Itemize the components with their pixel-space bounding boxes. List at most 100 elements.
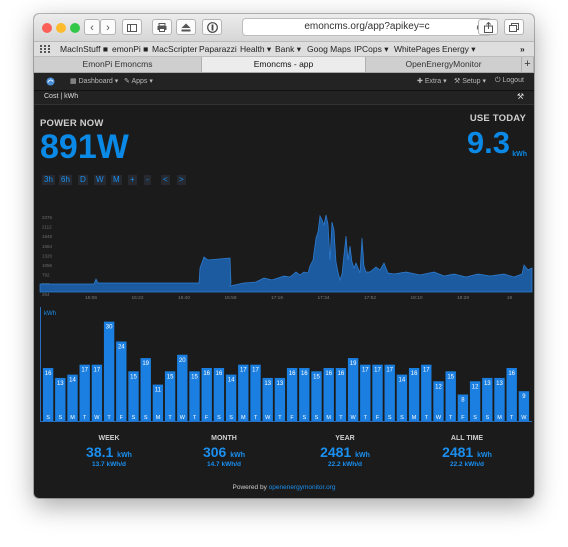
bar-day-label: S <box>217 415 221 421</box>
bookmark-item[interactable]: emonPi ■ <box>112 44 149 54</box>
bar[interactable] <box>518 391 530 421</box>
bar[interactable] <box>482 377 493 421</box>
range-3h-button[interactable]: 3h <box>42 175 55 185</box>
bookmark-item[interactable]: MacScripter <box>152 44 198 54</box>
show-all-bookmarks-icon[interactable] <box>40 43 50 56</box>
bar[interactable] <box>116 341 127 422</box>
footer-link[interactable]: openenergymonitor.org <box>268 484 336 491</box>
power-y-tick: 1848 <box>42 234 53 239</box>
bar[interactable] <box>213 368 225 421</box>
onepassword-button[interactable] <box>202 19 222 35</box>
range-day-button[interactable]: D <box>78 175 88 185</box>
bar[interactable] <box>408 368 420 421</box>
setup-menu[interactable]: ⚒ Setup ▾ <box>454 77 486 85</box>
bar[interactable] <box>457 394 469 422</box>
bar[interactable] <box>506 368 517 421</box>
bar[interactable] <box>274 377 286 421</box>
more-bookmarks-button[interactable]: » <box>520 44 525 54</box>
bar[interactable] <box>323 368 334 421</box>
range-week-button[interactable]: W <box>94 175 106 185</box>
bar-day-label: S <box>46 415 50 421</box>
dashboard-menu[interactable]: ▦ Dashboard ▾ <box>70 77 118 85</box>
logout-link[interactable]: ⏻ Logout <box>495 77 524 85</box>
config-wrench-icon[interactable]: ⚒ <box>516 92 524 101</box>
bar[interactable] <box>79 364 90 421</box>
extra-menu[interactable]: ✚ Extra ▾ <box>417 77 447 85</box>
bookmark-item[interactable]: WhitePages <box>394 44 440 54</box>
bar[interactable] <box>335 368 347 421</box>
bar[interactable] <box>299 368 310 421</box>
zoom-out-button[interactable]: - <box>144 175 151 185</box>
pan-right-button[interactable]: > <box>177 175 186 185</box>
close-window-button[interactable] <box>42 23 52 33</box>
stat-alltime-sub: 22.2 kWh/d <box>450 461 484 468</box>
eject-button[interactable] <box>176 19 196 35</box>
tab-emoncms-app[interactable]: Emoncms - app <box>202 57 366 72</box>
bar[interactable] <box>250 364 261 421</box>
bar[interactable] <box>128 371 139 421</box>
bar[interactable] <box>469 381 481 421</box>
bookmark-item[interactable]: IPCops ▾ <box>354 44 389 54</box>
bar[interactable] <box>201 368 212 421</box>
bar[interactable] <box>347 358 359 421</box>
print-button[interactable] <box>152 19 172 35</box>
minimize-window-button[interactable] <box>56 23 66 33</box>
bar[interactable] <box>433 381 444 421</box>
range-month-button[interactable]: M <box>111 175 122 185</box>
bar[interactable] <box>372 364 383 421</box>
daily-kwh-chart[interactable]: kWh 16 S 13 S 14 M 17 T 17 W 30 T 24 F 15 S 19 S 11 M 15 T 20 W… <box>34 307 534 422</box>
bar[interactable] <box>445 371 456 421</box>
range-6h-button[interactable]: 6h <box>59 175 72 185</box>
share-button[interactable] <box>478 19 498 35</box>
tabs-overview-button[interactable] <box>504 19 524 35</box>
bar[interactable] <box>396 374 408 421</box>
bar-day-label: W <box>350 415 356 421</box>
bar[interactable] <box>286 368 298 421</box>
bar[interactable] <box>421 364 432 421</box>
bar[interactable] <box>177 354 188 421</box>
bookmark-item[interactable]: Goog Maps <box>307 44 351 54</box>
apps-menu[interactable]: ✎ Apps ▾ <box>124 77 153 85</box>
bar-value-label: 13 <box>484 381 491 387</box>
stat-month-unit: kWh <box>230 452 246 459</box>
bar[interactable] <box>311 371 322 421</box>
bar[interactable] <box>225 374 237 421</box>
bar[interactable] <box>91 364 103 421</box>
forward-button[interactable]: › <box>100 19 116 35</box>
bar[interactable] <box>55 377 66 421</box>
bookmark-item[interactable]: Bank ▾ <box>275 44 302 54</box>
bar[interactable] <box>67 374 78 421</box>
bar[interactable] <box>103 321 115 421</box>
address-bar[interactable]: emoncms.org/app?apikey=c <box>242 18 492 36</box>
bar[interactable] <box>494 377 505 421</box>
bar-value-label: 15 <box>167 374 174 380</box>
tab-openenergymonitor[interactable]: OpenEnergyMonitor <box>366 57 522 72</box>
wrench-icon: ⚒ <box>454 78 461 85</box>
bar[interactable] <box>262 377 273 421</box>
bookmark-item[interactable]: Paparazzi <box>199 44 237 54</box>
back-button[interactable]: ‹ <box>84 19 100 35</box>
bar[interactable] <box>42 368 54 421</box>
power-chart[interactable]: 237621121848158413201056792528264 15:061… <box>34 200 534 304</box>
bar-value-label: 8 <box>461 398 465 404</box>
bar[interactable] <box>164 371 176 421</box>
tab-emonpi[interactable]: EmonPi Emoncms <box>34 57 202 72</box>
bookmark-item[interactable]: MacInStuff ■ <box>60 44 108 54</box>
emoncms-logo-icon[interactable] <box>46 77 55 86</box>
pan-left-button[interactable]: < <box>161 175 170 185</box>
bar[interactable] <box>140 358 151 421</box>
bar[interactable] <box>384 364 395 421</box>
bar[interactable] <box>238 364 249 421</box>
bar-day-label: F <box>290 415 294 421</box>
bar[interactable] <box>360 364 371 421</box>
bar-value-label: 17 <box>240 368 247 374</box>
bar-value-label: 17 <box>423 368 430 374</box>
bookmark-item[interactable]: Energy ▾ <box>442 44 476 54</box>
bar[interactable] <box>189 371 200 421</box>
bar[interactable] <box>152 384 164 421</box>
zoom-window-button[interactable] <box>70 23 80 33</box>
zoom-in-button[interactable]: + <box>128 175 137 185</box>
bookmark-item[interactable]: Health ▾ <box>240 44 272 54</box>
new-tab-button[interactable]: + <box>522 57 534 72</box>
sidebar-button[interactable] <box>122 19 142 35</box>
